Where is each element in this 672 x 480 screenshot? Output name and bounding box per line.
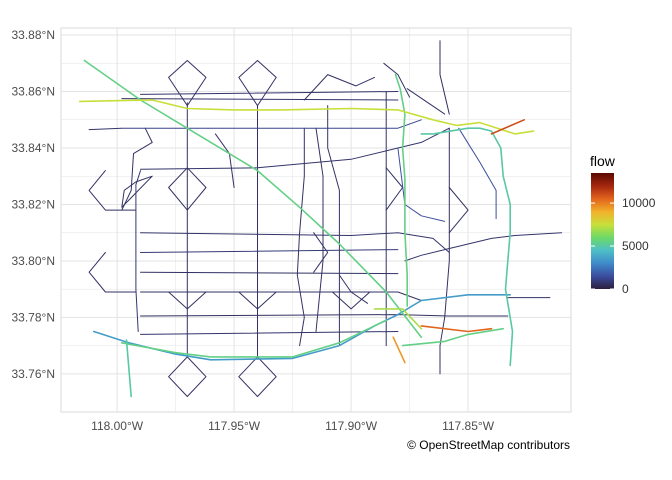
legend: flow 0 5000 10000 [590, 153, 656, 296]
road-segment [168, 356, 207, 397]
road-segment [140, 314, 509, 317]
road-segment [121, 175, 153, 208]
road-segment [420, 325, 493, 333]
legend-break-label: 5000 [622, 239, 649, 253]
road-segment [238, 356, 277, 397]
road-segment [140, 127, 450, 170]
road-segment [121, 119, 422, 129]
road-segment [140, 91, 399, 95]
road-segment [392, 336, 406, 364]
legend-breaks: 0 5000 10000 [591, 196, 656, 296]
road-segment [238, 60, 277, 107]
road-segment [168, 60, 207, 107]
road-segment [121, 319, 388, 358]
x-axis-ticks: 118.00°W 117.95°W 117.90°W 117.85°W [91, 419, 495, 433]
road-segment [140, 232, 450, 253]
legend-colorbar [591, 173, 614, 289]
road-segment [397, 147, 446, 222]
y-tick-label: 33.80°N [12, 254, 56, 268]
road-network [78, 40, 563, 398]
x-tick-label: 117.90°W [325, 419, 378, 433]
y-axis-ticks: 33.76°N 33.78°N 33.80°N 33.82°N 33.84°N 33.86… [12, 28, 56, 381]
legend-break-label: 0 [622, 282, 629, 296]
road-segment [383, 62, 411, 98]
road-segment [140, 291, 422, 301]
road-segment [404, 232, 563, 262]
road-segment [238, 291, 277, 310]
road-segment [121, 98, 399, 101]
road-segment [490, 119, 526, 135]
road-segment [121, 127, 153, 211]
road-segment [401, 327, 505, 347]
road-segment [135, 170, 141, 332]
legend-title: flow [590, 153, 616, 169]
road-segment [140, 271, 399, 275]
road-segment [420, 127, 514, 367]
road-segment [296, 127, 305, 347]
road-segment [439, 127, 450, 375]
road-segment [168, 291, 207, 310]
plot-panel [60, 27, 572, 413]
y-tick-label: 33.84°N [12, 141, 56, 155]
road-segment [140, 331, 399, 335]
y-tick-label: 33.78°N [12, 310, 56, 324]
y-tick-label: 33.76°N [12, 367, 56, 381]
road-segment [315, 127, 324, 332]
road-segment [140, 249, 399, 253]
road-segment [406, 88, 446, 115]
road-segment [78, 99, 535, 135]
y-tick-label: 33.88°N [12, 28, 56, 42]
road-segment [125, 339, 132, 398]
road-segment [439, 40, 450, 115]
x-tick-label: 117.85°W [442, 419, 495, 433]
road-segment [88, 127, 123, 131]
road-segment [331, 291, 371, 310]
road-segment [373, 308, 423, 330]
road-segment [338, 274, 368, 304]
x-tick-label: 117.95°W [208, 419, 261, 433]
y-tick-label: 33.86°N [12, 85, 56, 99]
road-segment [303, 74, 375, 101]
road-segment [394, 73, 409, 307]
road-segment [313, 232, 329, 273]
map-caption: © OpenStreetMap contributors [407, 438, 570, 452]
x-tick-label: 118.00°W [91, 419, 144, 433]
road-segment [88, 252, 137, 293]
y-tick-label: 33.82°N [12, 197, 56, 211]
road-segment [458, 127, 497, 220]
road-segment [448, 187, 469, 234]
panel-background [60, 27, 572, 413]
legend-break-label: 10000 [622, 196, 656, 210]
road-segment [168, 167, 207, 211]
road-segment [88, 170, 137, 211]
